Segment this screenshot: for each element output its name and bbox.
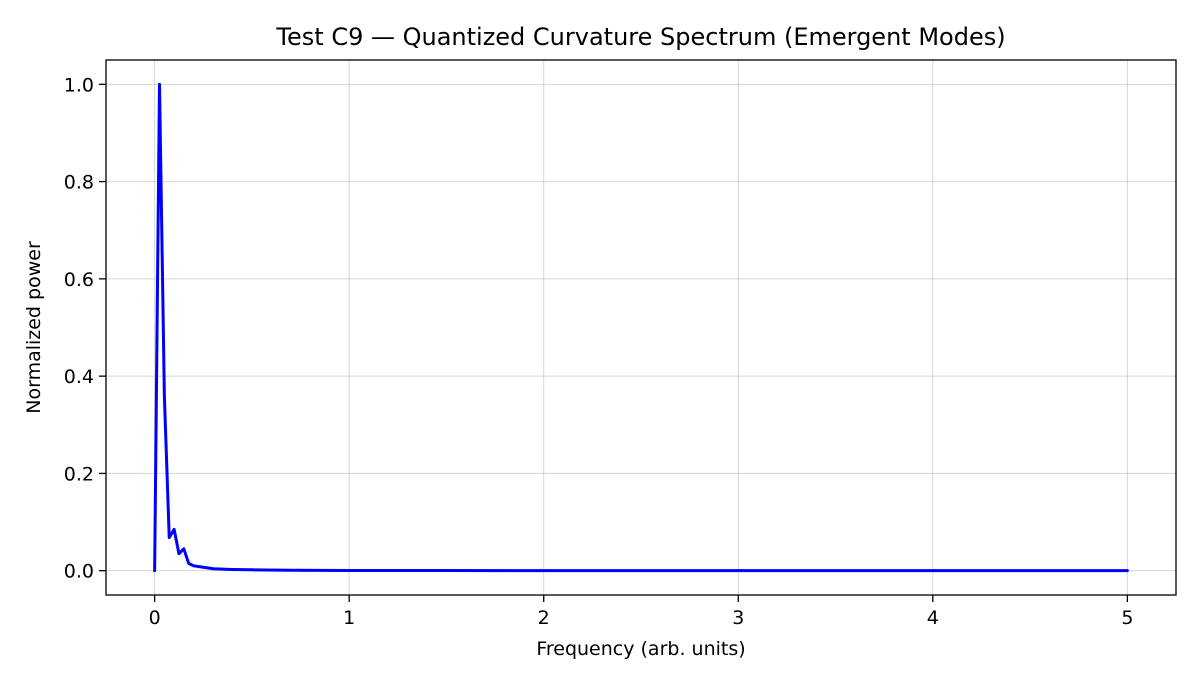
x-axis: 0 1 2 3 4 5 <box>149 595 1133 629</box>
y-axis: 0.0 0.2 0.4 0.6 0.8 1.0 <box>64 74 106 583</box>
x-tick-label: 3 <box>732 607 744 629</box>
plot-area-frame <box>105 59 1177 596</box>
y-axis-label: Normalized power <box>23 241 45 414</box>
x-tick-label: 0 <box>149 607 161 629</box>
y-tick-label: 1.0 <box>64 74 94 96</box>
y-tick-label: 0.6 <box>64 269 94 291</box>
x-tick-label: 5 <box>1121 607 1133 629</box>
y-tick-label: 0.0 <box>64 561 94 583</box>
y-tick-label: 0.2 <box>64 463 94 485</box>
x-tick-label: 4 <box>927 607 939 629</box>
y-tick-label: 0.4 <box>64 366 94 388</box>
x-tick-label: 2 <box>538 607 550 629</box>
series-line <box>153 82 1129 573</box>
chart-title: Test C9 — Quantized Curvature Spectrum (… <box>275 23 1005 51</box>
x-axis-label: Frequency (arb. units) <box>536 638 745 660</box>
y-tick-label: 0.8 <box>64 172 94 194</box>
x-tick-label: 1 <box>343 607 355 629</box>
series-layer <box>153 82 1129 573</box>
